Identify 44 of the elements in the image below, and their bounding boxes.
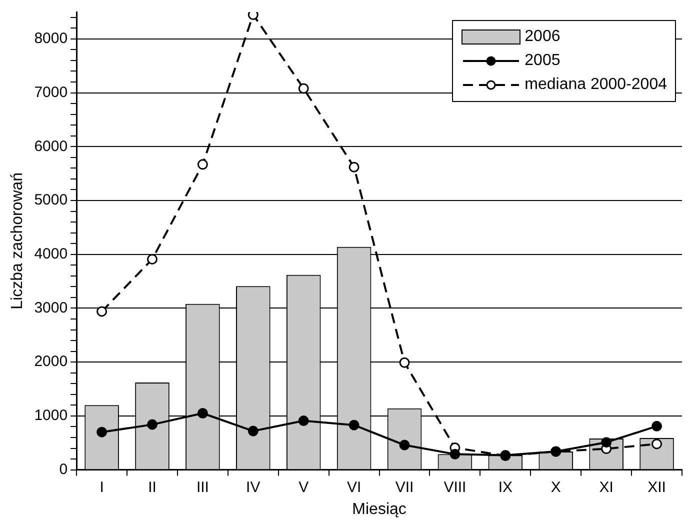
point [348,420,360,430]
point [147,254,158,264]
point [450,448,460,460]
point [652,420,662,432]
point [248,426,258,436]
point [96,426,108,438]
point [248,12,258,20]
y-axis-title: Liczba zachorowań [9,172,26,310]
x-tick-label: VI [346,478,362,496]
legend-label: mediana 2000-2004 [524,76,667,94]
y-tick-label: 5000 [34,192,68,209]
x-tick-label: XI [599,478,614,496]
y-tick-label: 8000 [34,30,68,48]
point [601,437,612,448]
x-tick-label: I [100,478,104,496]
point [348,162,360,172]
point [298,416,309,426]
legend-label: 2005 [524,52,560,70]
y-tick-label: 7000 [34,84,68,101]
point [652,438,662,450]
x-tick-label: IV [246,478,260,496]
y-tick-label: 0 [59,460,68,478]
y-tick-label: 4000 [34,246,68,263]
x-axis-title: Miesiąc [352,500,406,518]
x-tick-label: VII [395,478,414,496]
y-tick-label: 6000 [34,138,68,155]
y-tick-label: 3000 [34,299,68,316]
x-tick-label: III [196,478,209,496]
y-tick-label: 2000 [34,353,68,370]
x-tick-label: V [298,478,309,496]
point [147,419,158,430]
point [96,306,108,317]
y-tick-label: 1000 [34,407,68,424]
point [399,440,410,450]
x-tick-label: VIII [444,478,466,496]
x-tick-label: IX [498,478,513,496]
x-tick-label: II [148,478,156,496]
point [197,159,208,170]
point [197,408,208,418]
point [399,357,410,368]
x-tick-label: X [550,478,561,496]
point [298,83,309,94]
legend-label: 2006 [524,28,560,46]
x-tick-label: XII [648,478,666,496]
